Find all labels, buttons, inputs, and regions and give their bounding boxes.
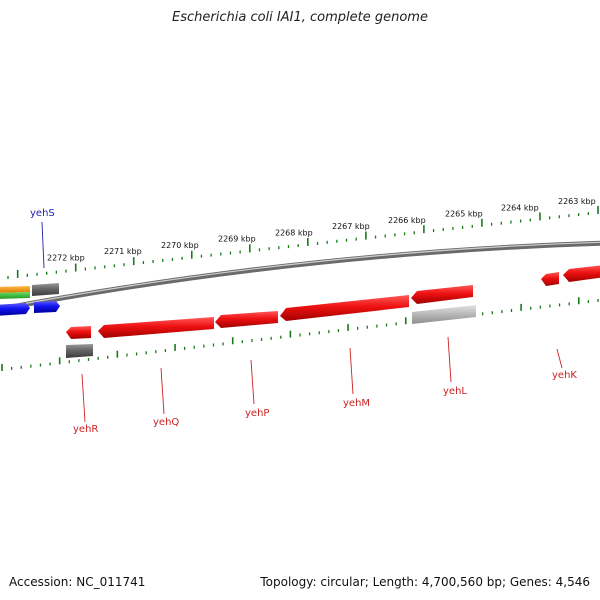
genome-summary-text: Topology: circular; Length: 4,700,560 bp… — [260, 575, 590, 589]
tick-label: 2264 kbp — [501, 203, 539, 212]
tick-label: 2266 kbp — [388, 216, 426, 225]
label-yehP[interactable]: yehP — [245, 408, 269, 419]
gene-yehQ[interactable] — [98, 317, 214, 338]
leader-yehR — [81, 373, 86, 423]
accession-text: Accession: NC_011741 — [9, 575, 146, 589]
tick-label: 2272 kbp — [47, 254, 85, 263]
outer-tick-track — [7, 206, 599, 279]
gene-labels: yehS yehR yehQ yehP yehM yehL yehK — [30, 208, 577, 435]
label-yehS[interactable]: yehS — [30, 208, 55, 219]
gene-gray-yehR[interactable] — [66, 344, 93, 358]
label-yehK[interactable]: yehK — [552, 370, 577, 381]
inner-tick-track — [1, 297, 599, 371]
tick-label: 2265 kbp — [445, 210, 483, 219]
tick-label: 2271 kbp — [104, 247, 142, 256]
label-yehR[interactable]: yehR — [73, 424, 98, 435]
reverse-strand-genes — [66, 265, 600, 358]
map-title: Escherichia coli IAI1, complete genome — [172, 10, 428, 25]
gene-yehP[interactable] — [215, 311, 278, 328]
gene-yehR[interactable] — [66, 326, 91, 339]
label-yehL[interactable]: yehL — [443, 386, 467, 397]
gene-yehM[interactable] — [280, 295, 409, 321]
tick-label: 2269 kbp — [218, 235, 256, 244]
tick-label: 2270 kbp — [161, 241, 199, 250]
leader-yehK — [556, 348, 563, 369]
gene-blue-yehS[interactable] — [34, 301, 60, 313]
genome-backbone-highlight — [0, 241, 600, 309]
leader-yehL — [447, 336, 452, 383]
tick-label: 2267 kbp — [332, 222, 370, 231]
leader-yehS — [41, 221, 45, 269]
gene-green[interactable] — [0, 292, 30, 299]
gene-gray-top[interactable] — [32, 283, 59, 296]
gene-label-lines — [41, 221, 563, 423]
gene-orange[interactable] — [0, 286, 30, 293]
gene-yehK[interactable] — [563, 265, 600, 282]
leader-yehP — [250, 359, 255, 405]
gene-blue-1[interactable] — [0, 303, 30, 316]
gene-gray-yehL[interactable] — [412, 305, 476, 324]
label-yehQ[interactable]: yehQ — [153, 417, 179, 428]
left-edge-genes — [0, 283, 60, 316]
label-yehM[interactable]: yehM — [343, 398, 370, 409]
tick-label: 2263 kbp — [558, 197, 596, 206]
gene-red-right-1[interactable] — [541, 272, 559, 286]
genome-backbone — [0, 240, 600, 312]
gene-yehL[interactable] — [411, 285, 473, 304]
tick-label: 2268 kbp — [275, 228, 313, 237]
leader-yehQ — [160, 367, 165, 415]
tick-labels: 2272 kbp 2271 kbp 2270 kbp 2269 kbp 2268 kbp… — [47, 197, 596, 262]
leader-yehM — [349, 347, 354, 395]
